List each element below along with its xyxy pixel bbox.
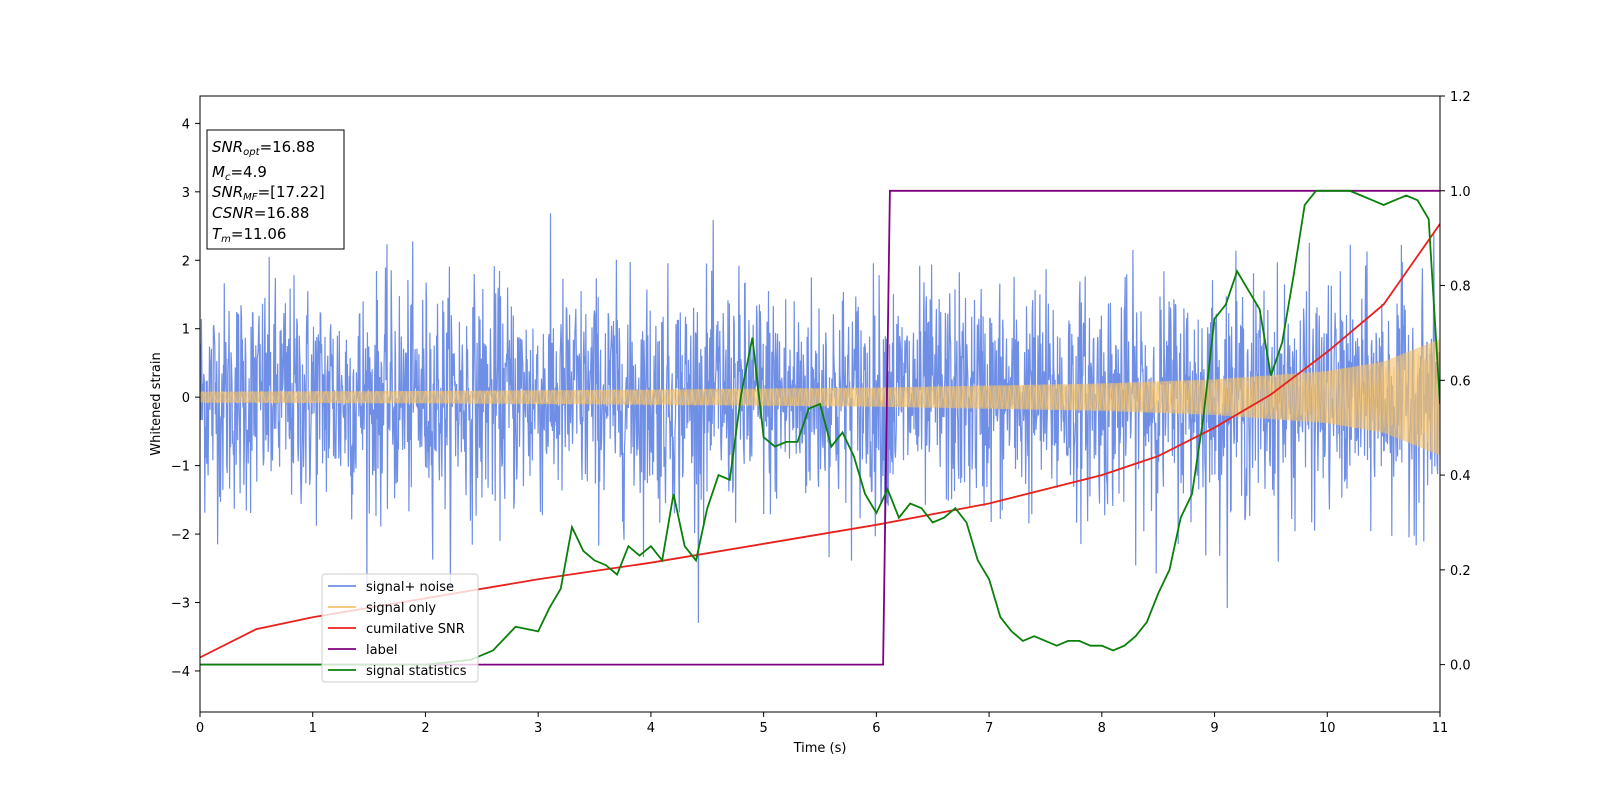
x-tick-label: 2 (421, 721, 429, 736)
y-axis-right: 0.0 0.2 0.4 0.6 0.8 1.0 1.2 (1440, 90, 1471, 674)
y-right-tick-label: 0.8 (1450, 280, 1471, 295)
y-right-tick-label: 0.2 (1450, 564, 1471, 579)
legend-entry: cumilative SNR (366, 622, 465, 637)
y-right-tick-label: 0.0 (1450, 659, 1471, 674)
x-tick-label: 0 (196, 721, 204, 736)
annotation-line: SNRopt=16.88 (212, 138, 315, 158)
legend-entry: signal statistics (366, 664, 467, 679)
annotation-box: SNRopt=16.88 Mc=4.9SNRMF=[17.22]CSNR=16.8… (206, 129, 345, 250)
x-tick-label: 7 (985, 721, 993, 736)
axes-frame (199, 95, 1441, 713)
series-signal-statistics (200, 189, 1440, 666)
annotation-line: SNRMF=[17.22] (212, 183, 325, 203)
annotation-line: Mc=4.9 (212, 163, 267, 183)
series-label (200, 189, 1440, 666)
annotation-frame (206, 129, 345, 250)
legend-entry: label (366, 643, 397, 658)
y-right-tick-label: 1.0 (1450, 185, 1471, 200)
x-tick-label: 6 (872, 721, 880, 736)
x-tick-label: 1 (309, 721, 317, 736)
y-left-tick-label: 1 (182, 323, 190, 338)
y-left-tick-label: −2 (171, 528, 190, 543)
x-tick-label: 8 (1098, 721, 1106, 736)
y-right-tick-label: 0.4 (1450, 469, 1471, 484)
y-left-tick-label: −4 (171, 665, 190, 680)
y-left-tick-label: 2 (182, 254, 190, 269)
legend-frame (321, 573, 479, 683)
legend-entry: signal+ noise (366, 580, 454, 595)
annotation-line: Tm=11.06 (212, 225, 286, 245)
y-axis-label: Whitened strain (149, 352, 164, 455)
annotation-line: CSNR=16.88 (212, 204, 309, 222)
x-tick-label: 5 (759, 721, 767, 736)
series-signal-only (200, 339, 1440, 456)
y-right-tick-label: 0.6 (1450, 374, 1471, 389)
x-tick-label: 9 (1210, 721, 1218, 736)
legend-entry: signal only (366, 601, 436, 616)
x-tick-label: 10 (1319, 721, 1336, 736)
y-right-tick-label: 1.2 (1450, 90, 1471, 105)
y-left-tick-label: 3 (182, 186, 190, 201)
x-tick-label: 3 (534, 721, 542, 736)
x-tick-label: 4 (647, 721, 655, 736)
y-axis-left: −4 −3 −2 −1 0 1 2 3 4 (171, 117, 200, 680)
y-left-tick-label: −1 (171, 460, 190, 475)
y-left-tick-label: 0 (182, 391, 190, 406)
y-left-tick-label: 4 (182, 117, 190, 132)
x-axis: 0 1 2 3 4 5 6 7 8 9 10 11 (196, 712, 1448, 736)
y-left-tick-label: −3 (171, 596, 190, 611)
legend: signal+ noise signal only cumilative SNR la… (321, 573, 479, 683)
x-tick-label: 11 (1432, 721, 1449, 736)
x-axis-label: Time (s) (793, 741, 847, 756)
